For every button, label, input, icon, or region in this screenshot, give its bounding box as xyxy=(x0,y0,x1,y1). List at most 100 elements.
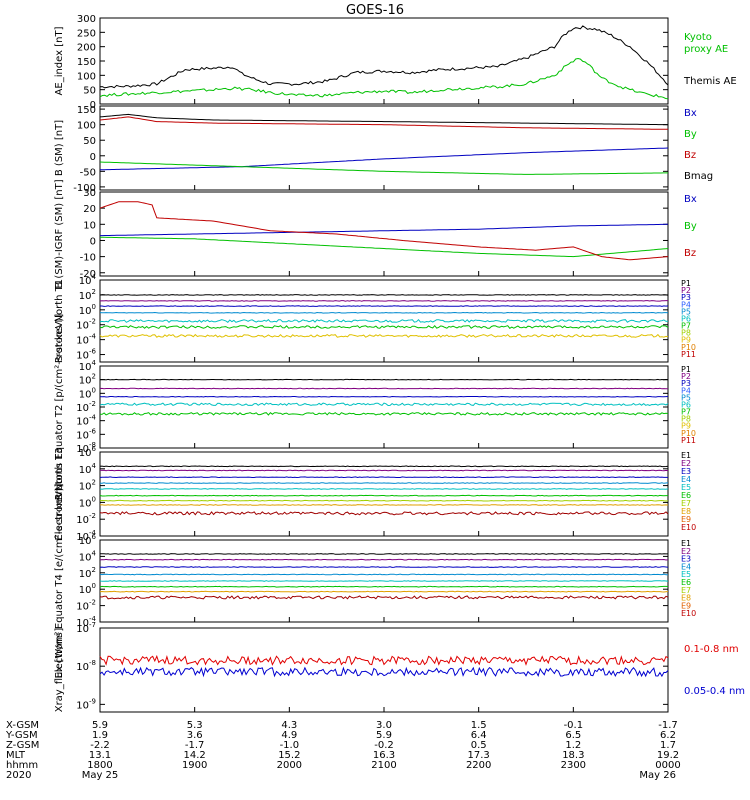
series-line-p3 xyxy=(100,305,669,307)
series-line-p5 xyxy=(99,402,669,407)
row-value: -1.7 xyxy=(658,720,678,731)
row-value: 0000 xyxy=(655,760,680,771)
y-axis-label: Electrons North T3 xyxy=(54,447,65,540)
legend-entry: E10 xyxy=(681,609,696,618)
legend-entry: P8 xyxy=(681,415,691,424)
legend-entry: By xyxy=(684,221,697,232)
legend-entry: E4 xyxy=(681,475,691,484)
row-value: 17.3 xyxy=(468,750,490,761)
row-label: MLT xyxy=(6,750,26,761)
row-label: Y-GSM xyxy=(5,730,38,741)
y-tick-label: 10 xyxy=(83,220,96,231)
y-tick-exponent: -4 xyxy=(89,414,97,422)
legend-entry: P1 xyxy=(681,365,691,374)
series-line-e8 xyxy=(99,504,669,506)
legend-entry: P10 xyxy=(681,429,696,438)
series-line-e6 xyxy=(99,494,668,497)
series-line-p6 xyxy=(99,318,669,323)
series-line-e10 xyxy=(99,511,669,516)
y-tick-label: 10-9 xyxy=(76,697,96,711)
y-tick-exponent: 4 xyxy=(92,359,97,367)
row-label: X-GSM xyxy=(6,720,39,731)
legend-entry: E4 xyxy=(681,562,691,571)
y-tick-label: 30 xyxy=(83,188,96,199)
row-value: 5.9 xyxy=(376,730,392,741)
legend-entry: 0.1-0.8 nm xyxy=(684,644,739,655)
y-axis-label: AE_index [nT] xyxy=(54,26,65,95)
row-value: -1.7 xyxy=(185,740,205,751)
series-line-e6 xyxy=(99,585,669,588)
row-value: 15.2 xyxy=(278,750,300,761)
y-tick-exponent: 4 xyxy=(92,462,97,470)
legend-entry: E3 xyxy=(681,555,691,564)
y-tick-label: 100 xyxy=(77,71,96,82)
y-tick-label: 150 xyxy=(77,57,96,68)
series-line-themis-ae xyxy=(99,25,669,89)
y-tick-exponent: 2 xyxy=(92,373,96,381)
y-tick-exponent: -8 xyxy=(89,441,96,449)
y-tick-label: -50 xyxy=(80,167,96,178)
series-line-p1 xyxy=(99,378,669,381)
legend-entry: Bmag xyxy=(684,171,713,182)
legend-entry: P2 xyxy=(681,372,691,381)
y-tick-exponent: 4 xyxy=(92,549,97,557)
y-tick-label: 10-4 xyxy=(76,333,96,347)
row-value: 1.2 xyxy=(565,740,581,751)
row-value: 1.9 xyxy=(92,730,108,741)
legend-entry: Themis AE xyxy=(683,76,737,87)
y-tick-label: 106 xyxy=(79,445,97,459)
series-line-e5 xyxy=(99,580,669,582)
legend-entry: P4 xyxy=(681,386,691,395)
series-line-e8 xyxy=(99,595,669,600)
y-tick-label: 10-7 xyxy=(76,621,96,635)
legend-entry: P11 xyxy=(681,436,696,445)
legend-entry: E1 xyxy=(681,539,691,548)
series-line-e3 xyxy=(99,476,668,479)
y-tick-exponent: -2 xyxy=(89,512,96,520)
legend-entry: P10 xyxy=(681,343,696,352)
y-tick-label: -20 xyxy=(80,269,96,280)
row-value: 0.5 xyxy=(471,740,487,751)
series-line-e4 xyxy=(99,573,669,576)
series-line-bx xyxy=(99,147,669,171)
legend-entry: E8 xyxy=(681,594,691,603)
legend-entry: proxy AE xyxy=(684,44,728,55)
series-line-p2 xyxy=(99,387,669,390)
y-tick-exponent: -4 xyxy=(89,615,97,623)
series-line-p5 xyxy=(99,311,669,314)
row-label: Z-GSM xyxy=(6,740,39,751)
series-line-by xyxy=(99,161,668,175)
y-tick-label: 104 xyxy=(79,273,97,287)
row-value: 5.9 xyxy=(92,720,108,731)
panel-bsm: -100 -50 0 50 100 150 B (SM) [nT] Bx By Bz Bmag xyxy=(54,105,713,194)
y-tick-exponent: 6 xyxy=(92,445,97,453)
legend-entry: P9 xyxy=(681,336,691,345)
row-value: 1.7 xyxy=(660,740,676,751)
legend-entry: E5 xyxy=(681,483,691,492)
legend-entry: E5 xyxy=(681,570,691,579)
row-value: 6.2 xyxy=(660,730,676,741)
y-tick-label: 10-2 xyxy=(76,400,96,414)
series-line-p7 xyxy=(99,324,669,329)
legend-entry: E2 xyxy=(681,459,691,468)
y-tick-label: 102 xyxy=(79,288,96,302)
series-line-e7 xyxy=(99,499,669,502)
y-tick-label: -10 xyxy=(80,253,96,264)
panel-xray: 10-9 10-8 10-7 Xray_flux [W/m²] 0.1-0.8 nm 0.… xyxy=(54,621,745,713)
y-tick-label: 150 xyxy=(77,105,96,116)
y-tick-label: 300 xyxy=(77,14,96,25)
y-tick-label: 200 xyxy=(77,43,96,54)
series-line-p3 xyxy=(99,395,669,398)
series-line-p1 xyxy=(99,294,669,296)
row-value: May 26 xyxy=(639,770,676,781)
series-line-e5 xyxy=(99,488,669,490)
y-tick-exponent: 6 xyxy=(92,533,97,541)
y-tick-label: 10-2 xyxy=(76,512,96,526)
y-tick-label: 102 xyxy=(79,373,96,387)
series-line-0-05-0-4-nm xyxy=(99,666,669,678)
y-tick-label: 100 xyxy=(79,386,96,400)
series-line-e7 xyxy=(99,590,669,593)
row-value: 6.5 xyxy=(565,730,581,741)
